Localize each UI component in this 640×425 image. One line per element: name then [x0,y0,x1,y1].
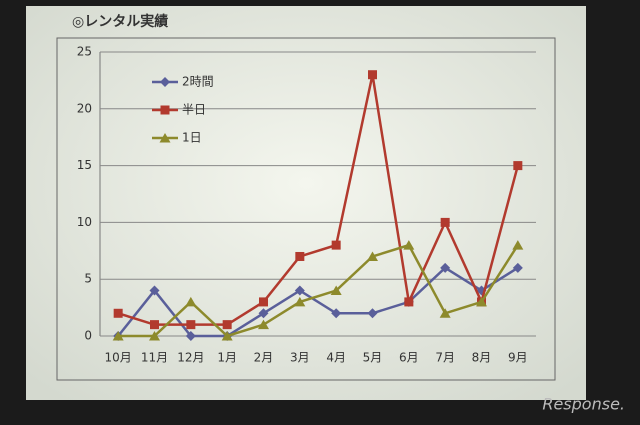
marker [160,77,170,87]
legend-label: 半日 [182,103,206,117]
x-tick-label: 9月 [508,351,528,365]
marker [367,251,378,261]
marker [294,285,305,296]
marker [512,240,524,250]
x-tick-label: 2月 [254,351,274,365]
series-line [117,74,520,326]
y-tick-label: 20 [77,101,92,115]
x-tick-label: 11月 [141,351,168,365]
marker [185,331,196,341]
x-tick-label: 1月 [217,351,237,365]
legend-label: 2時間 [182,75,214,89]
legend-label: 1日 [182,131,202,145]
y-tick-label: 25 [77,45,92,59]
marker [113,308,123,318]
marker [258,319,269,330]
marker [295,251,305,261]
marker [331,308,342,319]
marker [440,262,451,273]
marker [186,320,196,330]
x-tick-label: 8月 [472,351,492,365]
marker [440,217,450,227]
marker [150,320,159,330]
marker [513,161,523,171]
x-tick-label: 12月 [177,351,204,365]
x-tick-label: 4月 [326,351,346,365]
marker [259,297,268,307]
marker [222,320,232,330]
x-tick-label: 10月 [105,351,132,365]
marker [159,133,171,143]
marker [112,331,124,341]
marker [439,308,451,318]
marker [294,296,306,307]
marker [476,296,487,307]
x-tick-label: 7月 [435,351,455,365]
x-tick-label: 5月 [363,351,383,365]
y-tick-label: 15 [77,158,92,172]
marker [404,297,414,307]
slide [26,6,586,400]
marker [149,331,160,341]
y-tick-label: 0 [84,329,92,343]
plot-frame [56,37,556,381]
marker [258,308,269,319]
series-line [118,243,519,338]
series-line [117,266,519,338]
marker [330,285,342,296]
marker [221,331,233,341]
marker [368,70,377,80]
marker [512,262,523,273]
x-tick-label: 3月 [290,351,310,365]
y-tick-label: 10 [77,215,92,229]
chart-title: ◎レンタル実績 [72,13,168,30]
x-tick-label: 6月 [399,351,419,365]
watermark: Response. [542,395,625,414]
marker [160,105,170,115]
marker [331,240,341,250]
marker [403,240,415,250]
y-tick-label: 5 [84,272,92,286]
marker [149,285,160,296]
marker [367,308,378,319]
marker [185,296,197,307]
